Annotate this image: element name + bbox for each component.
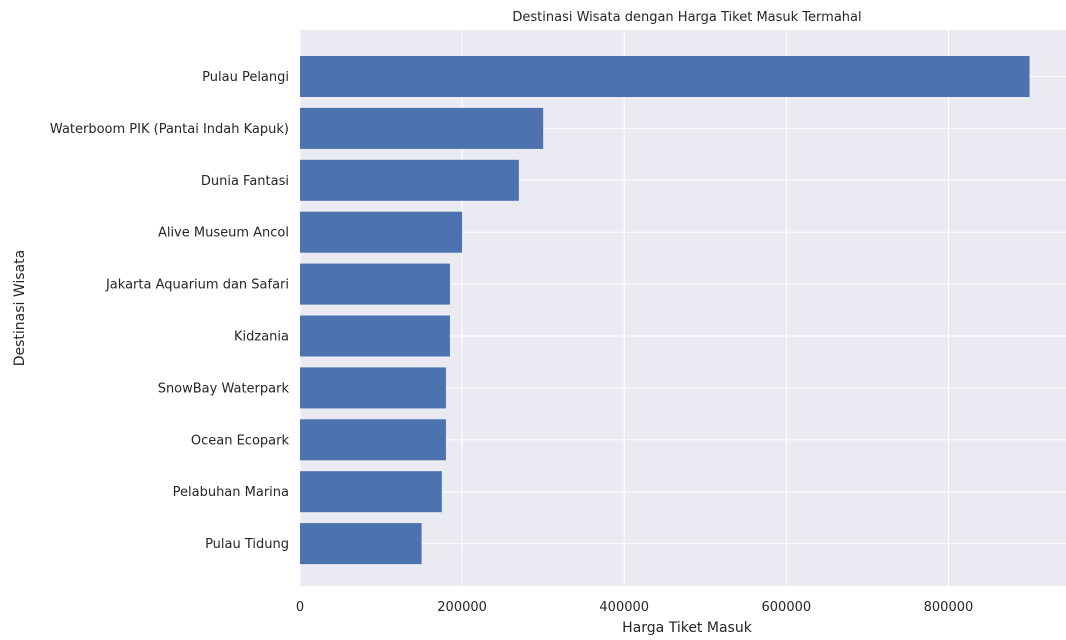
y-tick-label: Kidzania [234,330,289,345]
y-tick-label: SnowBay Waterpark [158,381,290,396]
bar [300,211,463,253]
x-tick-label: 600000 [762,600,812,615]
x-tick-label: 800000 [924,600,974,615]
x-tick-labels: 0 200000 400000 600000 800000 [296,600,973,615]
y-tick-label: Pelabuhan Marina [173,485,289,500]
bar [300,367,446,409]
bars [300,56,1030,565]
y-tick-label: Jakarta Aquarium dan Safari [105,278,289,293]
y-tick-label: Pulau Tidung [205,537,289,552]
x-axis-label: Harga Tiket Masuk [622,620,753,636]
x-tick-label: 400000 [599,600,649,615]
bar [300,263,450,305]
y-tick-label: Waterboom PIK (Pantai Indah Kapuk) [50,122,289,137]
y-tick-label: Pulau Pelangi [202,70,289,85]
bar [300,523,422,565]
bar [300,56,1030,97]
bar [300,315,450,357]
chart-title: Destinasi Wisata dengan Harga Tiket Masu… [512,10,861,25]
bar [300,159,519,201]
bar [300,419,446,461]
y-tick-labels: Pulau Pelangi Waterboom PIK (Pantai Indah… [50,70,290,552]
bar [300,107,544,149]
x-tick-label: 0 [296,600,304,615]
y-axis-label: Destinasi Wisata [12,250,28,367]
y-tick-label: Ocean Ecopark [191,433,290,448]
y-tick-label: Dunia Fantasi [201,174,289,189]
bar [300,471,442,513]
x-tick-label: 200000 [437,600,487,615]
y-tick-label: Alive Museum Ancol [158,226,289,241]
